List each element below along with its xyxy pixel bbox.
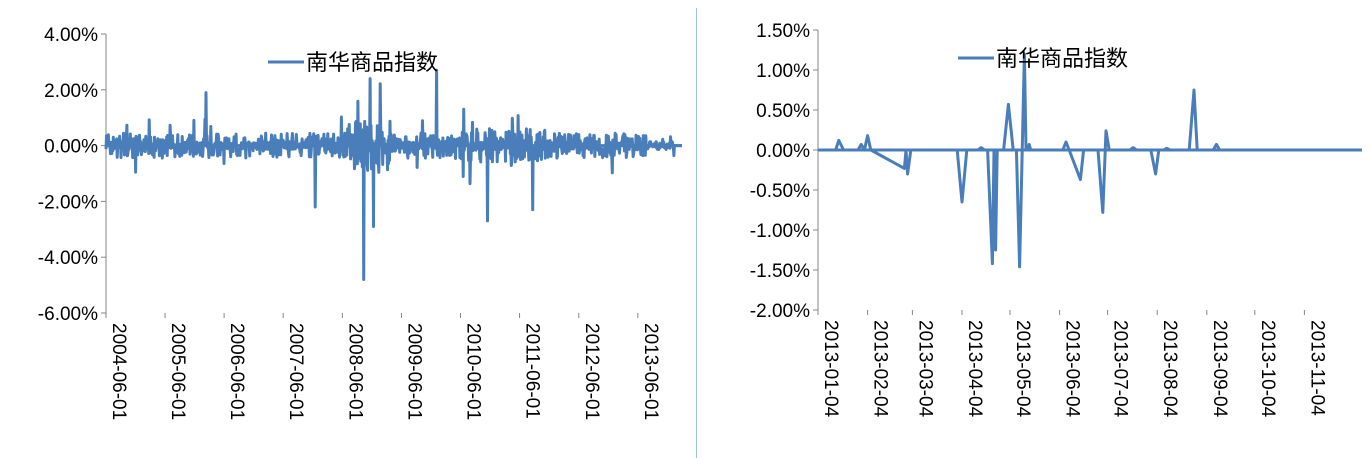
y-tick-label: -0.50% xyxy=(750,181,810,202)
chart-separator xyxy=(696,8,697,458)
y-tick-label: 1.00% xyxy=(756,61,810,82)
x-tick-label: 2005-06-01 xyxy=(167,323,188,420)
x-tick-label: 2013-10-04 xyxy=(1257,320,1278,418)
x-tick-label: 2011-06-01 xyxy=(522,323,543,419)
x-tick-label: 2013-01-04 xyxy=(820,320,841,418)
y-tick-label: 0.00% xyxy=(756,141,810,162)
y-tick-label: -2.00% xyxy=(750,301,810,322)
x-tick-label: 2012-06-01 xyxy=(581,323,602,420)
legend-label: 南华商品指数 xyxy=(996,46,1128,71)
y-tick-label: 1.50% xyxy=(756,21,810,42)
x-tick-label: 2007-06-01 xyxy=(285,323,306,420)
y-tick-label: -2.00% xyxy=(38,192,98,213)
y-tick-label: -1.00% xyxy=(750,221,810,242)
y-tick-label: 4.00% xyxy=(44,25,98,46)
x-tick-label: 2013-11-04 xyxy=(1306,320,1327,416)
x-tick-label: 2013-06-04 xyxy=(1062,320,1083,418)
y-tick-label: 0.00% xyxy=(44,137,98,158)
x-tick-label: 2013-07-04 xyxy=(1110,320,1131,418)
x-tick-label: 2004-06-01 xyxy=(108,323,129,420)
chart-2: 1.50% 1.00% 0.50% 0.00% -0.50% -1.00% -1.50% -2… xyxy=(750,21,1362,418)
x-tick-label: 2013-09-04 xyxy=(1209,320,1230,418)
chart-1: 4.00% 2.00% 0.00% -2.00% -4.00% -6.00% 2004-06… xyxy=(38,25,682,420)
x-tick-label: 2013-08-04 xyxy=(1159,320,1180,418)
x-tick-label: 2006-06-01 xyxy=(226,323,247,420)
x-tick-label: 2010-06-01 xyxy=(462,323,483,420)
x-tick-label: 2013-03-04 xyxy=(914,320,935,418)
series-line xyxy=(104,68,682,281)
x-tick-label: 2013-06-01 xyxy=(640,323,661,420)
x-tick-label: 2013-02-04 xyxy=(870,320,891,418)
y-tick-label: -6.00% xyxy=(38,304,98,325)
x-tick-label: 2013-04-04 xyxy=(964,320,985,418)
y-tick-label: -4.00% xyxy=(38,248,98,269)
series-line xyxy=(818,52,1362,269)
x-tick-label: 2013-05-04 xyxy=(1012,320,1033,418)
y-tick-label: 0.50% xyxy=(756,101,810,122)
legend-label: 南华商品指数 xyxy=(306,50,438,75)
y-tick-label: -1.50% xyxy=(750,261,810,282)
x-tick-label: 2008-06-01 xyxy=(344,323,365,420)
y-tick-label: 2.00% xyxy=(44,81,98,102)
x-tick-label: 2009-06-01 xyxy=(403,323,424,420)
